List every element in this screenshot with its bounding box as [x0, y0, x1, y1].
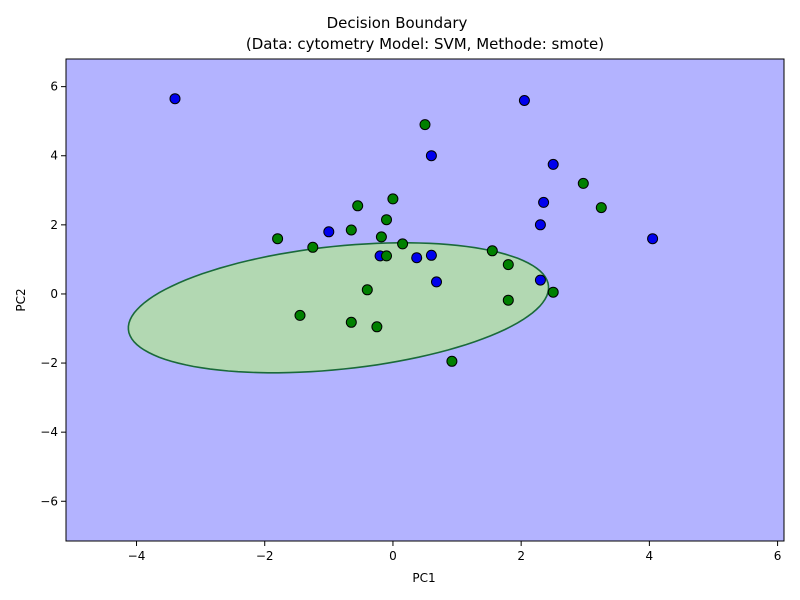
decision-region-green — [127, 242, 550, 374]
data-point — [419, 119, 431, 131]
x-axis-label: PC1 — [412, 571, 435, 585]
x-tick-label: −2 — [256, 549, 274, 563]
data-point — [397, 238, 409, 250]
data-point — [502, 259, 514, 271]
data-point — [425, 249, 437, 261]
chart-title: Decision Boundary — [327, 14, 468, 32]
x-tick-label: 6 — [774, 549, 782, 563]
data-point — [381, 214, 392, 226]
plot-area: −4 −2 0 2 4 6 −6 −4 −2 0 2 4 6 — [40, 58, 785, 563]
y-tick-label: −6 — [40, 494, 58, 508]
data-point — [518, 95, 530, 106]
x-tick-label: 0 — [389, 549, 397, 563]
y-tick-label: −2 — [40, 356, 58, 370]
data-point — [345, 316, 357, 328]
data-point — [352, 200, 364, 212]
data-point — [411, 252, 423, 264]
chart-subtitle: (Data: cytometry Model: SVM, Methode: sm… — [246, 35, 604, 53]
data-point — [169, 93, 181, 105]
data-point — [307, 241, 319, 253]
data-point — [272, 233, 284, 245]
y-tick-label: 6 — [50, 80, 58, 94]
data-point — [547, 286, 559, 298]
data-point — [446, 355, 458, 367]
plot-frame — [65, 58, 785, 542]
y-tick-label: 2 — [50, 218, 58, 232]
y-tick-label: 4 — [50, 149, 58, 163]
data-point — [577, 177, 589, 189]
y-tick-label: 0 — [50, 287, 58, 301]
data-point — [381, 250, 392, 262]
y-tick-label: −4 — [40, 425, 58, 439]
data-point — [486, 245, 498, 257]
data-point — [547, 158, 559, 170]
data-point — [534, 219, 546, 231]
data-point — [345, 224, 357, 236]
data-point — [647, 233, 659, 245]
x-tick-label: 2 — [517, 549, 525, 563]
data-point — [323, 226, 335, 238]
data-point — [595, 202, 607, 214]
x-tick-label: 4 — [646, 549, 654, 563]
y-axis-label: PC2 — [14, 288, 28, 311]
data-point — [502, 294, 514, 306]
data-point — [375, 231, 387, 243]
x-tick-label: −4 — [128, 549, 146, 563]
data-point — [387, 193, 399, 205]
data-point — [371, 321, 383, 333]
data-point — [534, 274, 546, 286]
data-point — [425, 150, 437, 162]
data-point — [431, 276, 442, 288]
data-point — [294, 309, 306, 321]
data-point — [361, 284, 373, 296]
data-point — [538, 196, 550, 208]
